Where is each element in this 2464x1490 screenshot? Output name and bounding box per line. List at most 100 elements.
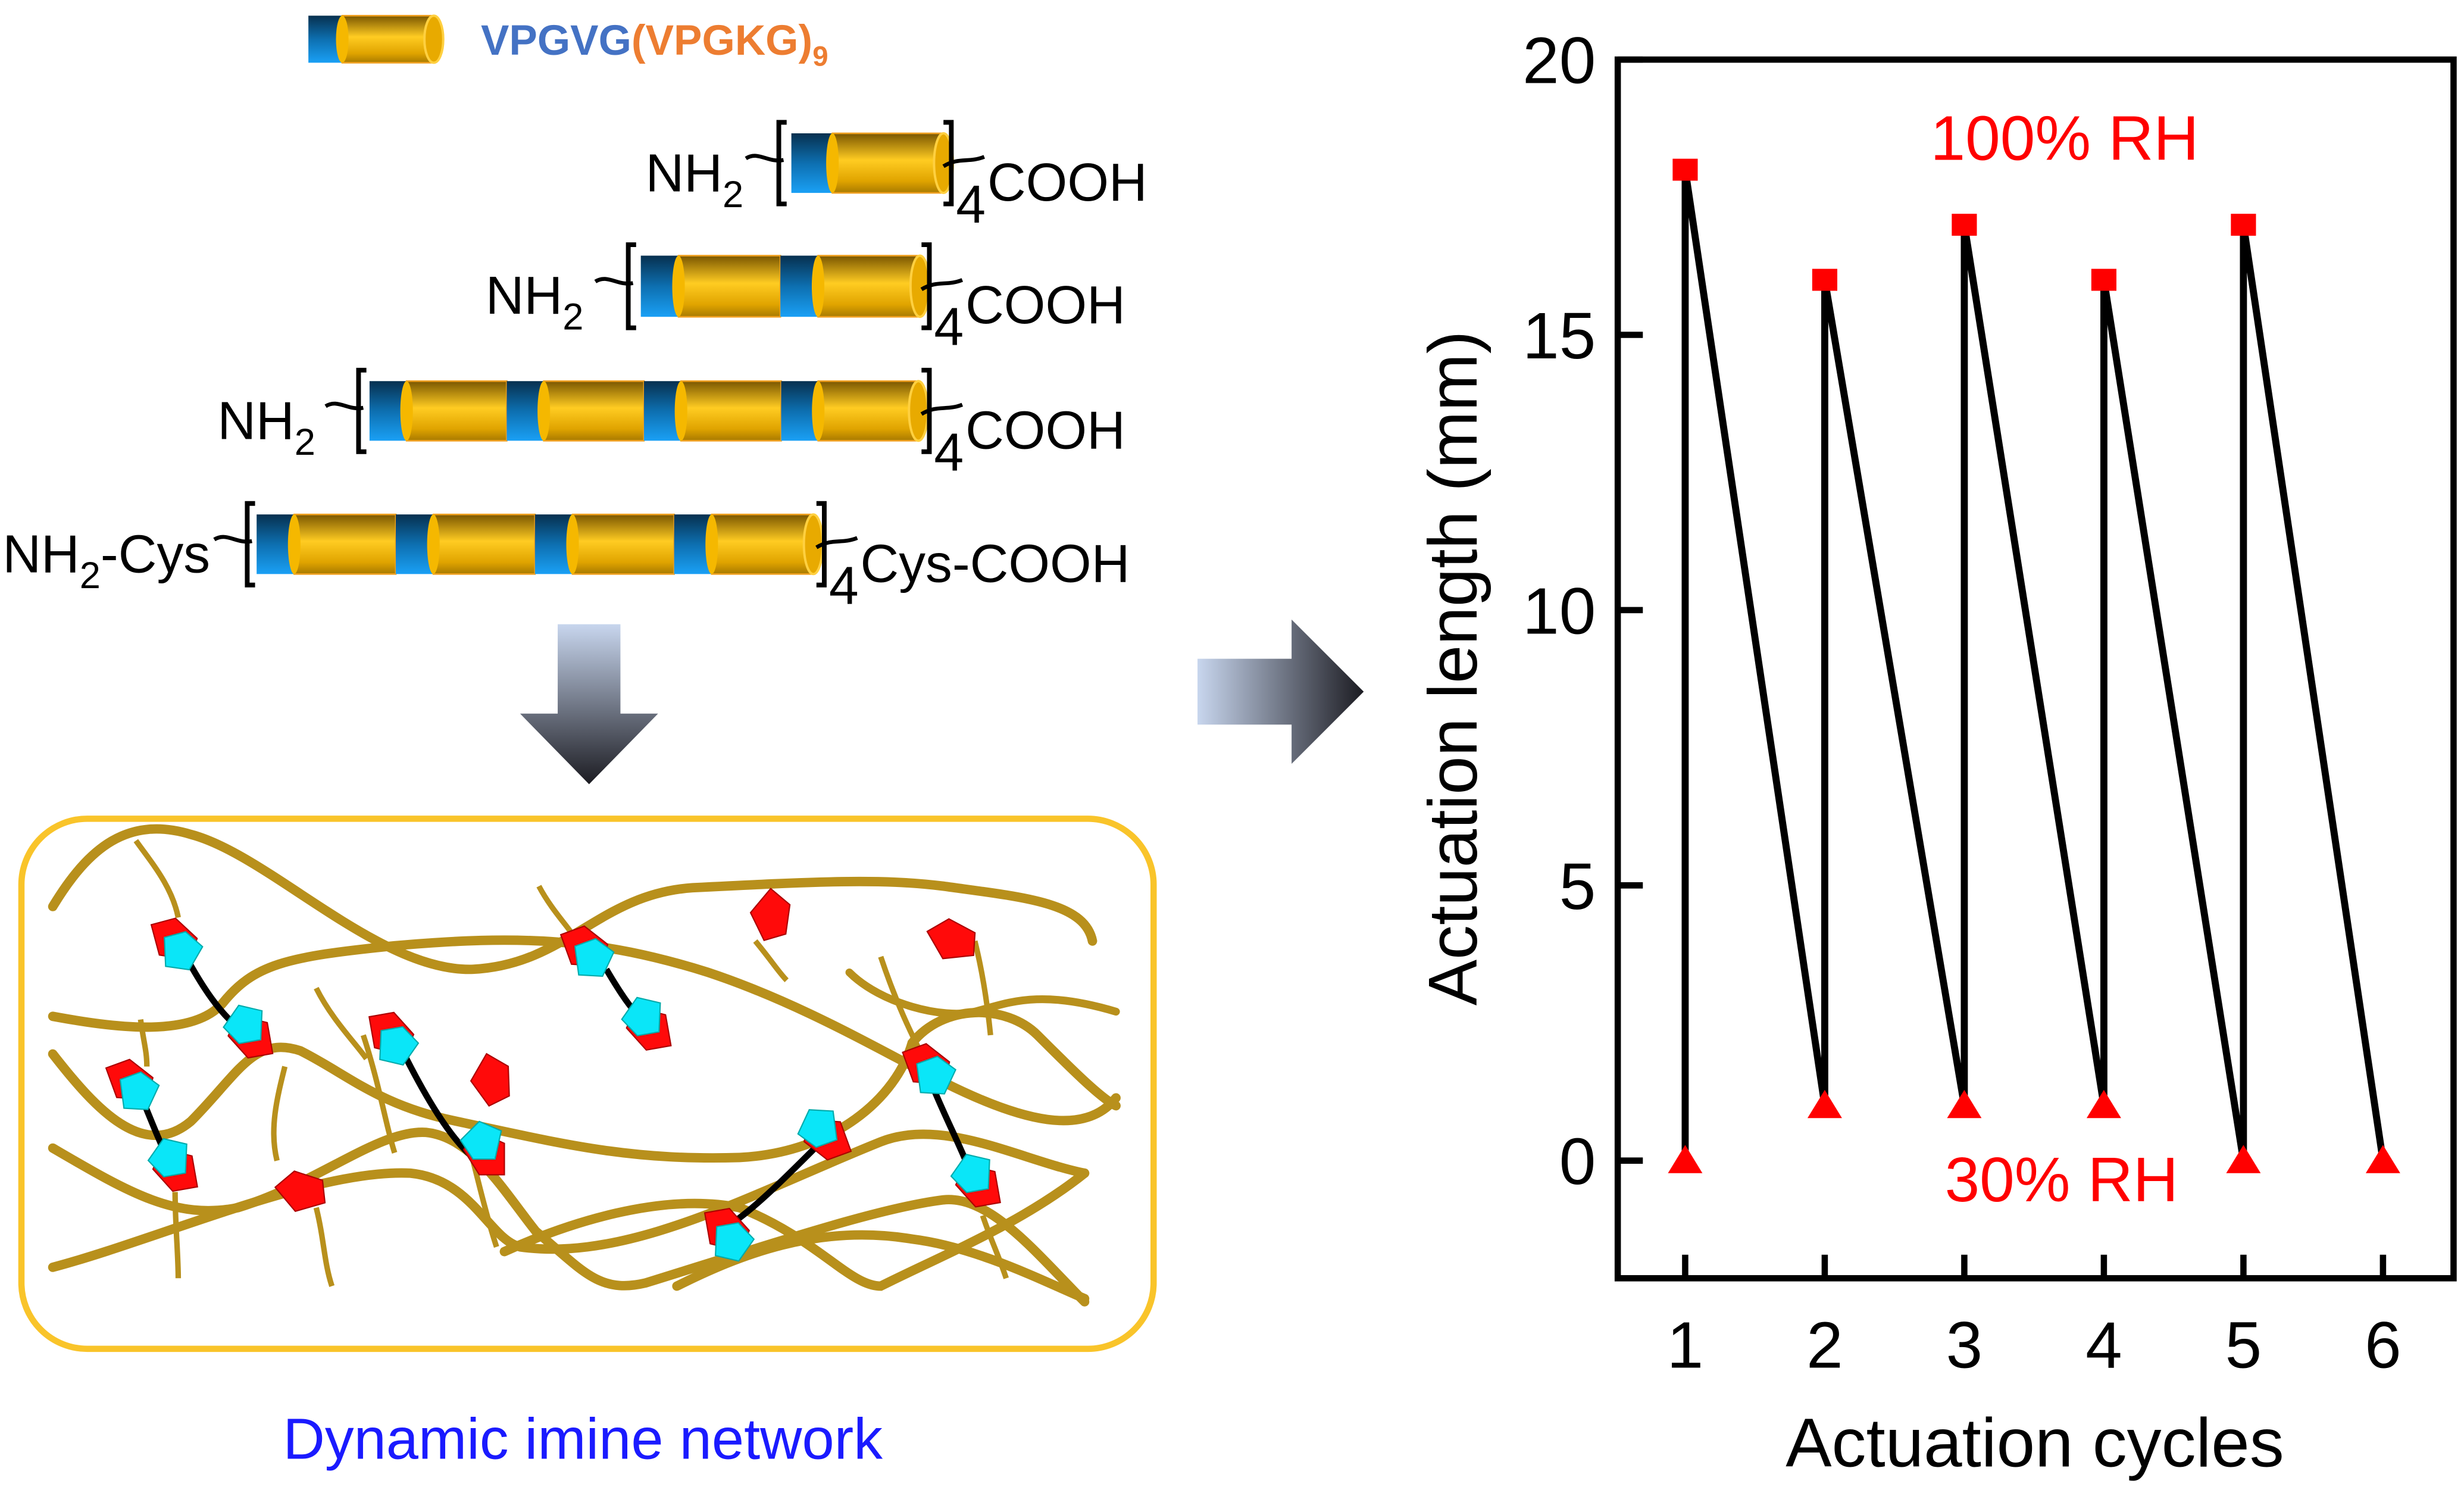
c-terminus-label: Cys-COOH — [861, 533, 1130, 593]
x-axis-ticks: 1 2 3 4 5 6 — [1667, 1254, 2402, 1382]
x-axis-label: Actuation cycles — [1786, 1404, 2284, 1481]
x-tick-label: 4 — [2085, 1308, 2122, 1382]
imine-node-icon — [703, 1207, 755, 1262]
sequence-subscript: 9 — [812, 41, 828, 73]
n-terminus-label: NH2-Cys — [2, 524, 210, 596]
imine-node-icon — [223, 1004, 274, 1059]
aldehyde-chevron-icon — [926, 918, 976, 960]
low-rh-point — [1668, 1145, 1703, 1173]
repeat-count: 4 — [956, 174, 986, 234]
left-bracket — [245, 501, 255, 588]
vpgkg-segment — [677, 255, 781, 318]
vpgkg-segment — [571, 513, 676, 575]
y-tick-label: 10 — [1522, 574, 1596, 648]
c-terminus-label: COOH — [987, 152, 1147, 212]
vpgkg-segment — [817, 380, 920, 442]
imine-bonds — [137, 958, 970, 1226]
x-tick-label: 1 — [1667, 1308, 1704, 1382]
repeat-count: 4 — [829, 555, 859, 615]
cys-text: -Cys — [101, 524, 210, 584]
low-rh-point — [2086, 1089, 2121, 1119]
segment-edge — [537, 381, 551, 441]
high-rh-point — [1952, 214, 1977, 236]
sequence-label: VPGVG(VPGKG)9 — [481, 17, 828, 72]
low-rh-point — [2226, 1145, 2261, 1173]
network-frame — [18, 816, 1157, 1352]
x-tick-label: 2 — [1806, 1308, 1843, 1382]
low-rh-point — [2365, 1145, 2400, 1173]
repeat-count: 4 — [934, 422, 964, 482]
imine-node-icon — [150, 917, 204, 971]
elp-unit-cylinder-icon — [308, 14, 445, 64]
subscript: 2 — [562, 296, 583, 338]
y-axis-label: Actuation length (mm) — [1414, 331, 1491, 1006]
legend: VPGVG(VPGKG)9 — [308, 14, 828, 73]
x-tick-label: 5 — [2225, 1308, 2262, 1382]
y-axis-ticks: 0 5 10 15 20 — [1522, 24, 1643, 1198]
amine-text: NH — [486, 265, 562, 325]
cylinder-end-cap — [423, 14, 445, 64]
aldehyde-chevron-icon — [749, 888, 791, 942]
segment-edge — [427, 514, 440, 574]
imine-node-icon — [459, 1120, 505, 1176]
low-rh-point — [1807, 1089, 1842, 1119]
sequence-blue: VPGVG — [481, 17, 631, 64]
imine-node-icon — [902, 1043, 957, 1095]
polymer-row: NH2 4 COOH — [646, 120, 1147, 234]
polymer-row: NH2-Cys 4 Cys-COOH — [2, 501, 1130, 615]
imine-node-icon — [147, 1138, 198, 1192]
bond-line — [815, 536, 858, 549]
bond-line — [920, 278, 964, 291]
amine-text: NH — [217, 391, 294, 451]
subscript: 2 — [80, 555, 101, 596]
imine-node-icon — [621, 997, 672, 1051]
segment-edge — [336, 15, 349, 63]
bond-line — [942, 155, 985, 168]
right-arrow-icon — [1197, 619, 1364, 764]
repeat-count: 4 — [934, 297, 964, 357]
high-rh-point — [2231, 214, 2256, 236]
y-tick-label: 15 — [1522, 299, 1596, 373]
crosslink-nodes — [105, 888, 1001, 1262]
polymer-row: NH2 4 COOH — [217, 367, 1125, 482]
amine-text: NH — [2, 524, 79, 584]
segment-edge — [674, 381, 687, 441]
imine-node-icon — [797, 1109, 852, 1161]
n-terminus-label: NH2 — [217, 391, 315, 463]
left-bracket — [356, 367, 367, 454]
y-tick-label: 5 — [1559, 850, 1596, 923]
aldehyde-chevron-icon — [470, 1052, 510, 1107]
y-tick-label: 0 — [1559, 1125, 1596, 1198]
segment-edge — [400, 381, 413, 441]
imine-node-icon — [559, 925, 615, 977]
x-tick-label: 6 — [2365, 1308, 2402, 1382]
aldehyde-chevron-icon — [274, 1170, 326, 1213]
amine-text: NH — [646, 143, 723, 202]
imine-node-icon — [950, 1153, 1001, 1208]
polymer-row: NH2 4 COOH — [486, 242, 1125, 357]
segment-edge — [705, 514, 718, 574]
left-bracket — [626, 242, 636, 330]
fiber-branches — [133, 839, 1009, 1287]
vpgkg-segment — [711, 513, 814, 575]
high-rh-point — [2091, 268, 2116, 291]
bond-line — [920, 402, 964, 416]
c-terminus-label: COOH — [965, 401, 1125, 460]
sequence-orange: (VPGKG) — [631, 17, 812, 64]
polymer-fibers — [48, 824, 1121, 1307]
y-tick-label: 20 — [1522, 24, 1596, 98]
plot-area — [1668, 158, 2400, 1173]
imine-network-diagram: Dynamic imine network — [18, 816, 1157, 1471]
annotation-100-rh: 100% RH — [1931, 104, 2199, 174]
subscript: 2 — [723, 174, 743, 215]
segment-edge — [812, 381, 825, 441]
n-terminus-label: NH2 — [486, 265, 584, 338]
actuation-line — [1681, 166, 2387, 1164]
vpgkg-segment — [680, 380, 782, 442]
down-arrow-icon — [520, 624, 658, 785]
actuation-chart: 0 5 10 15 20 1 2 3 4 5 6 100% RH 30% RH Actuation… — [1414, 24, 2457, 1481]
segment-edge — [811, 255, 825, 317]
c-terminus-label: COOH — [965, 275, 1125, 335]
